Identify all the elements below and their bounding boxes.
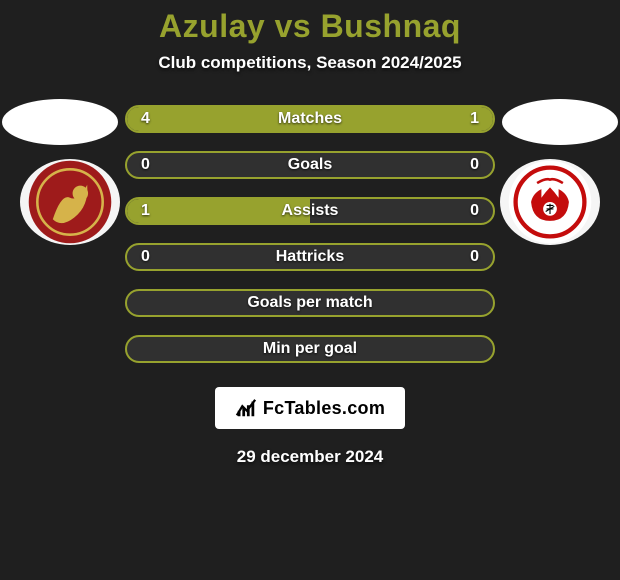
brand-text: FcTables.com [263,398,385,419]
stat-label: Hattricks [276,248,344,266]
stat-bars: Matches41Goals00Assists10Hattricks00Goal… [125,105,495,363]
stat-row: Min per goal [125,335,495,363]
stat-row: Assists 1 0 [125,197,495,225]
stat-label: Assists [282,202,339,220]
stat-value-right: 1 [470,110,479,128]
club-badge-left [20,159,120,245]
card-title: Azulay vs Bushnaq [0,8,620,45]
stat-row: Goals 0 0 [125,151,495,179]
stat-row: Goals per match [125,289,495,317]
club-badge-right [500,159,600,245]
stat-value-left: 1 [141,202,150,220]
stat-value-right: 0 [470,248,479,266]
brand-pill: FcTables.com [215,387,405,429]
content-area: Matches41Goals00Assists10Hattricks00Goal… [0,105,620,467]
player-shape-right [502,99,618,145]
card-date: 29 december 2024 [0,447,620,467]
stat-label: Min per goal [263,340,357,358]
stat-label: Goals [288,156,332,174]
club-crest-right-icon [500,159,600,245]
player-shape-left [2,99,118,145]
club-crest-left-icon [20,159,120,245]
card-subtitle: Club competitions, Season 2024/2025 [0,53,620,73]
brand-logo-icon [235,397,257,419]
stat-fill-left [127,107,420,131]
stat-value-right: 0 [470,202,479,220]
stat-label: Matches [278,110,342,128]
stat-row: Matches 4 1 [125,105,495,133]
stat-label: Goals per match [247,294,372,312]
stat-row: Hattricks 0 0 [125,243,495,271]
comparison-card: Azulay vs Bushnaq Club competitions, Sea… [0,0,620,580]
stat-value-right: 0 [470,156,479,174]
stat-value-left: 0 [141,156,150,174]
stat-value-left: 0 [141,248,150,266]
stat-fill-right [420,107,493,131]
stat-value-left: 4 [141,110,150,128]
